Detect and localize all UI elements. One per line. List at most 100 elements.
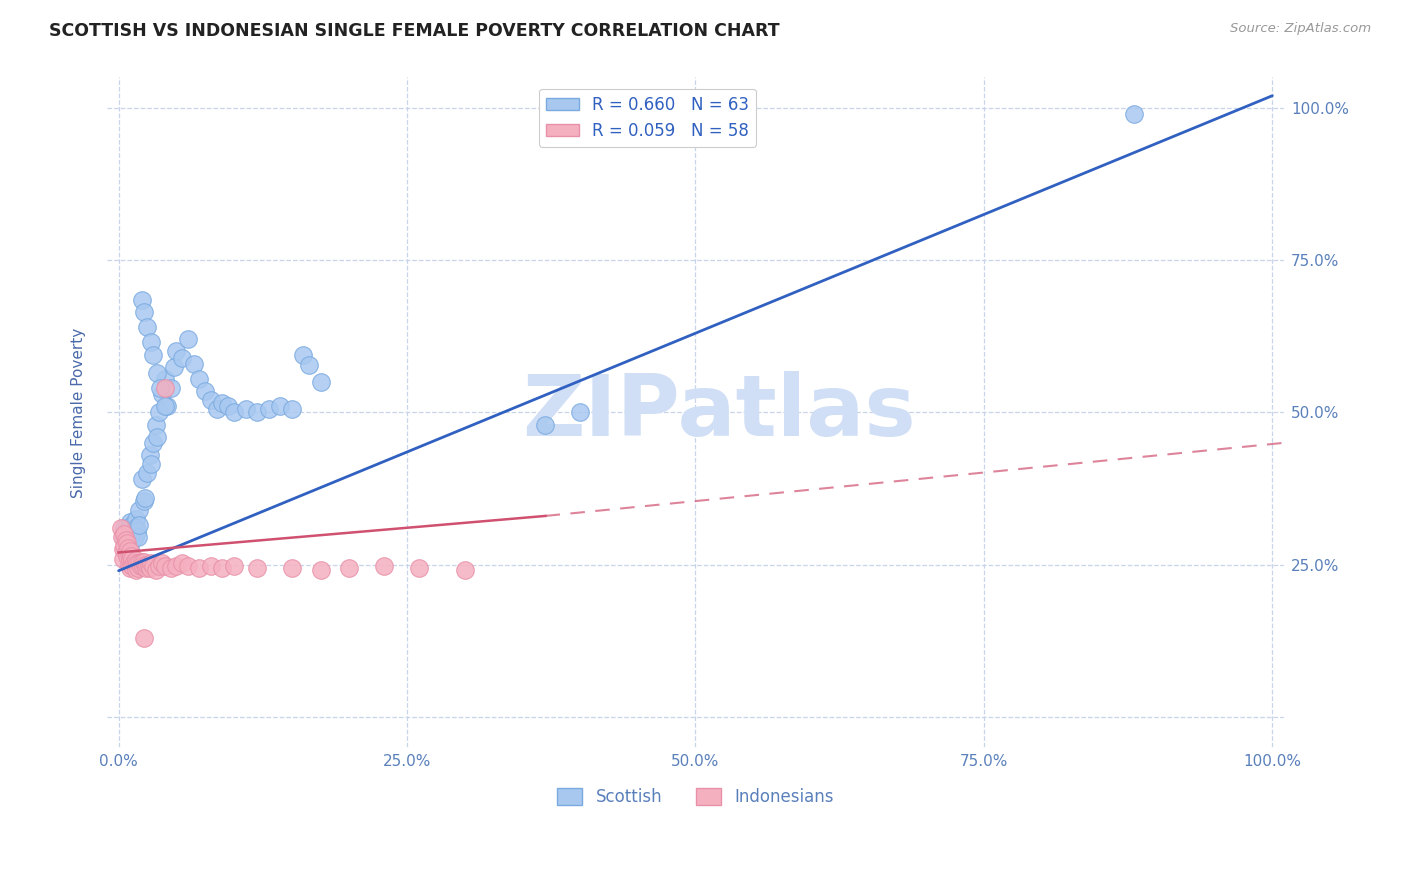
Point bbox=[131, 555, 153, 569]
Point bbox=[115, 536, 138, 550]
Point bbox=[120, 553, 142, 567]
Point bbox=[132, 305, 155, 319]
Point bbox=[125, 553, 148, 567]
Point bbox=[373, 558, 395, 573]
Point bbox=[337, 560, 360, 574]
Point bbox=[121, 518, 143, 533]
Point bbox=[534, 417, 557, 432]
Point bbox=[121, 558, 143, 573]
Point bbox=[165, 558, 187, 573]
Point bbox=[200, 558, 222, 573]
Point bbox=[309, 375, 332, 389]
Point bbox=[139, 557, 162, 571]
Legend: Scottish, Indonesians: Scottish, Indonesians bbox=[551, 781, 841, 813]
Point bbox=[159, 381, 181, 395]
Point bbox=[292, 347, 315, 361]
Point bbox=[120, 542, 142, 557]
Point bbox=[269, 399, 291, 413]
Point bbox=[139, 335, 162, 350]
Text: Source: ZipAtlas.com: Source: ZipAtlas.com bbox=[1230, 22, 1371, 36]
Point bbox=[145, 366, 167, 380]
Point bbox=[569, 405, 592, 419]
Point bbox=[135, 560, 157, 574]
Point bbox=[142, 435, 165, 450]
Point bbox=[115, 549, 138, 563]
Point bbox=[298, 358, 321, 372]
Point bbox=[117, 541, 139, 555]
Point bbox=[120, 544, 142, 558]
Point bbox=[122, 521, 145, 535]
Text: SCOTTISH VS INDONESIAN SINGLE FEMALE POVERTY CORRELATION CHART: SCOTTISH VS INDONESIAN SINGLE FEMALE POV… bbox=[49, 22, 780, 40]
Point bbox=[125, 557, 148, 571]
Point bbox=[131, 472, 153, 486]
Point bbox=[121, 527, 143, 541]
Point bbox=[142, 347, 165, 361]
Point bbox=[222, 405, 245, 419]
Point bbox=[128, 557, 150, 571]
Point bbox=[257, 402, 280, 417]
Point bbox=[222, 558, 245, 573]
Point bbox=[149, 381, 172, 395]
Point bbox=[118, 558, 141, 572]
Point bbox=[142, 558, 165, 573]
Point bbox=[112, 530, 135, 544]
Point bbox=[112, 521, 135, 535]
Point bbox=[114, 545, 136, 559]
Point bbox=[152, 557, 174, 571]
Point bbox=[211, 560, 233, 574]
Point bbox=[112, 527, 135, 541]
Point bbox=[120, 533, 142, 548]
Point bbox=[112, 540, 135, 554]
Point bbox=[246, 405, 269, 419]
Point bbox=[132, 631, 155, 645]
Point bbox=[153, 372, 176, 386]
Point bbox=[183, 357, 205, 371]
Point bbox=[120, 549, 142, 563]
Point bbox=[170, 557, 193, 571]
Y-axis label: Single Female Poverty: Single Female Poverty bbox=[72, 327, 86, 498]
Point bbox=[139, 448, 162, 462]
Point bbox=[120, 524, 142, 538]
Point bbox=[153, 558, 176, 573]
Point bbox=[117, 533, 139, 548]
Point bbox=[125, 521, 148, 535]
Point bbox=[112, 551, 135, 566]
Point bbox=[112, 542, 135, 557]
Point bbox=[139, 457, 162, 471]
Point bbox=[127, 560, 149, 574]
Point bbox=[246, 560, 269, 574]
Point bbox=[110, 521, 132, 535]
Point bbox=[454, 562, 477, 576]
Point bbox=[188, 372, 211, 386]
Point bbox=[125, 562, 148, 576]
Point bbox=[145, 430, 167, 444]
Point bbox=[121, 551, 143, 566]
Point bbox=[138, 558, 160, 573]
Point bbox=[128, 518, 150, 533]
Point bbox=[111, 530, 134, 544]
Point bbox=[211, 396, 233, 410]
Point bbox=[1122, 107, 1144, 121]
Point bbox=[125, 512, 148, 526]
Point bbox=[115, 524, 138, 538]
Point bbox=[205, 402, 228, 417]
Point bbox=[145, 562, 167, 576]
Point bbox=[188, 560, 211, 574]
Point bbox=[200, 393, 222, 408]
Point bbox=[309, 562, 332, 576]
Point bbox=[120, 515, 142, 529]
Point bbox=[120, 560, 142, 574]
Point bbox=[134, 491, 156, 505]
Point bbox=[156, 399, 179, 413]
Point bbox=[148, 405, 170, 419]
Point bbox=[131, 293, 153, 307]
Point bbox=[118, 547, 141, 561]
Point bbox=[165, 344, 187, 359]
Point bbox=[134, 558, 156, 572]
Point bbox=[148, 558, 170, 573]
Point bbox=[217, 399, 239, 413]
Point bbox=[136, 558, 159, 572]
Point bbox=[139, 560, 162, 574]
Point bbox=[152, 387, 174, 401]
Point bbox=[124, 558, 146, 572]
